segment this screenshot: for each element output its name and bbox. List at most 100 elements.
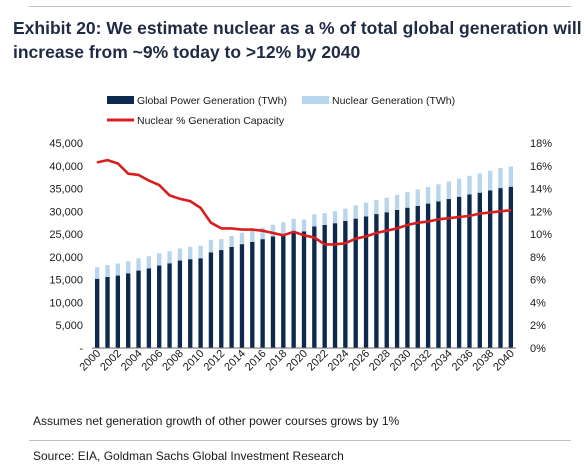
bar-global-generation	[498, 188, 503, 348]
line-point-nuclear-pct	[117, 162, 119, 165]
bar-global-generation	[94, 278, 100, 348]
x-tick-label: 2004	[119, 348, 145, 374]
x-axis: 2000200220042006200820102012201420162018…	[77, 347, 517, 374]
bar-nuclear-generation	[146, 256, 152, 269]
bar-nuclear-generation	[291, 218, 296, 231]
line-point-nuclear-pct	[365, 235, 367, 237]
line-point-nuclear-pct	[251, 228, 253, 231]
bar-nuclear-generation	[353, 205, 358, 219]
y-right-tick-label: 18%	[530, 138, 552, 150]
line-point-nuclear-pct	[437, 218, 440, 220]
line-point-nuclear-pct	[324, 243, 326, 245]
y-left-tick-label: 35,000	[49, 184, 83, 196]
chart-title: Exhibit 20: We estimate nuclear as a % o…	[13, 16, 582, 64]
bottom-rule	[29, 440, 571, 441]
bar-nuclear-generation	[250, 230, 255, 242]
x-tick-label: 2040	[491, 348, 517, 374]
line-point-nuclear-pct	[499, 210, 502, 212]
bar-global-generation	[467, 194, 472, 348]
line-point-nuclear-pct	[158, 184, 160, 186]
bar-global-generation	[312, 226, 317, 348]
bar-global-generation	[301, 231, 307, 348]
line-point-nuclear-pct	[293, 231, 295, 233]
bar-global-generation	[363, 216, 369, 348]
line-point-nuclear-pct	[179, 198, 181, 200]
bar-global-generation	[291, 230, 296, 348]
y-left-tick-label: 25,000	[49, 229, 83, 241]
y-left-tick-label: 15,000	[49, 275, 83, 287]
bar-nuclear-generation	[322, 213, 327, 225]
x-tick-label: 2026	[346, 348, 372, 374]
bar-nuclear-generation	[229, 235, 234, 247]
bar-global-generation	[260, 239, 265, 348]
bar-nuclear-generation	[198, 245, 203, 259]
bar-nuclear-generation	[405, 192, 410, 208]
bar-nuclear-generation	[136, 258, 141, 271]
bar-global-generation	[353, 218, 358, 348]
y-left-tick-label: 45,000	[49, 138, 83, 150]
bar-nuclear-generation	[436, 184, 441, 202]
bar-nuclear-generation	[188, 246, 193, 260]
line-point-nuclear-pct	[427, 220, 429, 223]
bar-global-generation	[405, 207, 410, 348]
bar-global-generation	[456, 196, 462, 348]
line-point-nuclear-pct	[106, 159, 109, 161]
bar-nuclear-generation	[343, 208, 348, 221]
line-point-nuclear-pct	[313, 236, 315, 239]
chart-title-line-1: Exhibit 20: We estimate nuclear as a % o…	[13, 18, 582, 38]
line-point-nuclear-pct	[303, 234, 305, 236]
bar-nuclear-generation	[270, 224, 276, 237]
y-left-tick-label: 10,000	[49, 297, 83, 309]
line-point-nuclear-pct	[96, 161, 98, 163]
legend-label-nuclear-generation: Nuclear Generation (TWh)	[332, 95, 455, 107]
bar-global-generation	[425, 203, 431, 348]
line-point-nuclear-pct	[231, 227, 233, 230]
legend-swatch-nuclear-generation	[302, 96, 329, 104]
line-point-nuclear-pct	[189, 200, 191, 202]
bar-global-generation	[115, 275, 121, 348]
line-point-nuclear-pct	[489, 211, 491, 214]
bar-nuclear-generation	[363, 202, 369, 217]
bar-nuclear-generation	[415, 189, 420, 206]
bar-global-generation	[384, 212, 389, 348]
bar-nuclear-generation	[126, 261, 131, 274]
bar-nuclear-generation	[177, 248, 183, 261]
x-tick-label: 2018	[264, 348, 290, 374]
line-point-nuclear-pct	[199, 207, 202, 209]
bar-nuclear-generation	[312, 214, 317, 227]
y-left-tick-label: 20,000	[49, 252, 83, 264]
y-right-tick-label: 8%	[530, 252, 546, 264]
x-tick-label: 2024	[326, 348, 352, 374]
line-point-nuclear-pct	[220, 227, 222, 230]
line-point-nuclear-pct	[334, 243, 336, 245]
bar-global-generation	[415, 205, 420, 348]
line-point-nuclear-pct	[344, 242, 346, 244]
bar-global-generation	[146, 268, 152, 348]
line-point-nuclear-pct	[210, 222, 212, 224]
bars-group	[94, 166, 514, 348]
bar-nuclear-generation	[446, 181, 451, 200]
bar-nuclear-generation	[94, 267, 100, 279]
x-tick-label: 2008	[160, 348, 186, 374]
line-point-nuclear-pct	[406, 224, 409, 226]
y-right-tick-label: 2%	[530, 320, 546, 332]
right-y-axis: 0% 2% 4% 6% 8% 10% 12% 14% 16% 18%	[530, 138, 552, 355]
bar-nuclear-generation	[508, 166, 514, 187]
bar-global-generation	[167, 263, 172, 348]
legend-swatch-global-generation	[107, 96, 134, 104]
bar-global-generation	[157, 265, 162, 348]
bar-global-generation	[208, 252, 214, 348]
top-rule	[29, 6, 571, 7]
line-point-nuclear-pct	[262, 230, 264, 232]
legend-label-global-generation: Global Power Generation (TWh)	[137, 95, 287, 107]
line-point-nuclear-pct	[468, 215, 471, 217]
x-tick-label: 2038	[470, 348, 496, 374]
bar-global-generation	[239, 244, 245, 348]
bar-global-generation	[250, 241, 255, 348]
line-point-nuclear-pct	[168, 194, 171, 196]
x-tick-label: 2032	[408, 348, 434, 374]
y-left-tick-label: 40,000	[49, 161, 83, 173]
bar-global-generation	[343, 220, 348, 348]
bar-nuclear-generation	[456, 178, 462, 197]
